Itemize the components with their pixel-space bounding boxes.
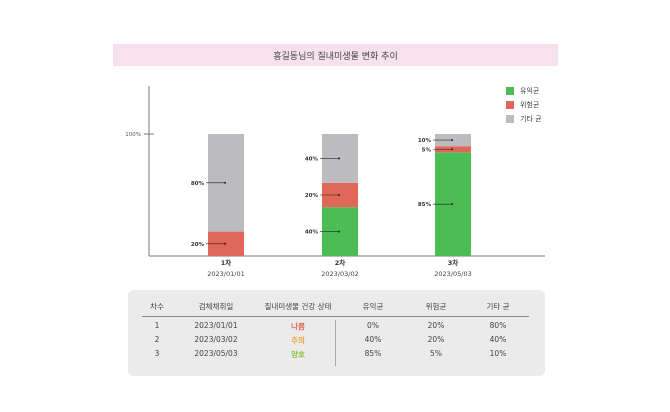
data-label-harmful-3: 5% [422,147,432,153]
pointer-dot-other-3 [451,139,453,142]
pointer-dot-good-3 [451,203,453,206]
header-round: 차수 [150,302,164,311]
legend-label-good: 유익균 [520,86,540,95]
table-cell-r2-c5: 20% [427,335,445,344]
legend: 유익균 위험균 기타 균 [506,84,542,126]
table-cell-r2-c4: 40% [364,335,382,344]
x-tick-date-3: 2023/05/03 [434,270,471,278]
legend-item-harmful: 위험균 [506,98,542,111]
pointer-dot-harmful-1 [224,242,226,245]
legend-label-harmful: 위험균 [520,100,540,109]
table-cell-r3-c1: 3 [154,349,160,358]
pointer-dot-harmful-3 [451,148,453,151]
x-tick-label-1: 1차 [221,258,232,267]
x-tick-date-1: 2023/01/01 [207,270,244,278]
table-cell-r1-c4: 0% [367,321,379,330]
data-label-harmful-1: 20% [191,242,205,248]
header-sample-date: 검체채취일 [198,302,234,311]
header-harmful: 위험균 [425,302,447,311]
data-label-other-2: 40% [305,156,319,162]
pointer-dot-other-1 [224,181,226,184]
header-good: 유익균 [362,302,384,311]
table-cell-r1-c6: 80% [489,321,507,330]
pointer-dot-harmful-2 [338,194,340,196]
table-cell-r1-c1: 1 [154,321,160,330]
legend-swatch-good [506,86,514,95]
table-cell-r3-c6: 10% [489,349,507,358]
legend-swatch-harmful [506,100,514,109]
data-label-harmful-2: 20% [305,193,319,199]
x-tick-label-3: 3차 [448,258,459,267]
header-health-status: 질내미생물 건강 상태 [264,302,332,311]
table-column-divider [335,320,336,366]
legend-item-other: 기타 균 [506,112,542,125]
table-cell-r3-c3: 양호 [291,350,305,359]
table-cell-r2-c6: 40% [489,335,507,344]
header-other: 기타 균 [486,302,510,311]
table-cell-r3-c5: 5% [430,349,442,358]
legend-item-good: 유익균 [506,84,542,97]
table-cell-r1-c5: 20% [427,321,445,330]
table-header-divider [142,316,529,317]
chart-title: 흥길동님의 질내미생물 변화 추이 [273,51,398,62]
data-label-other-3: 10% [418,138,432,144]
pointer-dot-other-2 [338,157,340,160]
x-tick-date-2: 2023/03/02 [321,270,358,278]
table-cell-r1-c2: 2023/01/01 [194,321,238,330]
y-tick-label: 100% [125,132,141,138]
data-label-other-1: 80% [191,181,205,187]
summary-table: 차수 검체채취일 질내미생물 건강 상태 유익균 위험균 기타 균 1 2023/01/01 나… [128,290,545,376]
data-label-good-2: 40% [305,230,319,236]
x-tick-label-2: 2차 [335,258,346,267]
table-cell-r2-c2: 2023/03/02 [194,335,238,344]
pointer-dot-good-2 [338,230,340,233]
table-cell-r2-c1: 2 [154,335,160,344]
data-label-good-3: 85% [418,202,432,208]
table-cell-r3-c2: 2023/05/03 [194,349,238,358]
chart-title-bar: 흥길동님의 질내미생물 변화 추이 [113,44,558,66]
table-cell-r1-c3: 나쁨 [291,322,305,331]
stacked-bar-chart: 100% 20% 80% 1차 2023/01/01 40% 20% 40% 2차 2023/03… [125,86,545,278]
legend-swatch-other [506,114,514,123]
legend-label-other: 기타 균 [520,114,542,123]
table-cell-r3-c4: 85% [364,349,382,358]
table-cell-r2-c3: 주의 [291,336,305,345]
